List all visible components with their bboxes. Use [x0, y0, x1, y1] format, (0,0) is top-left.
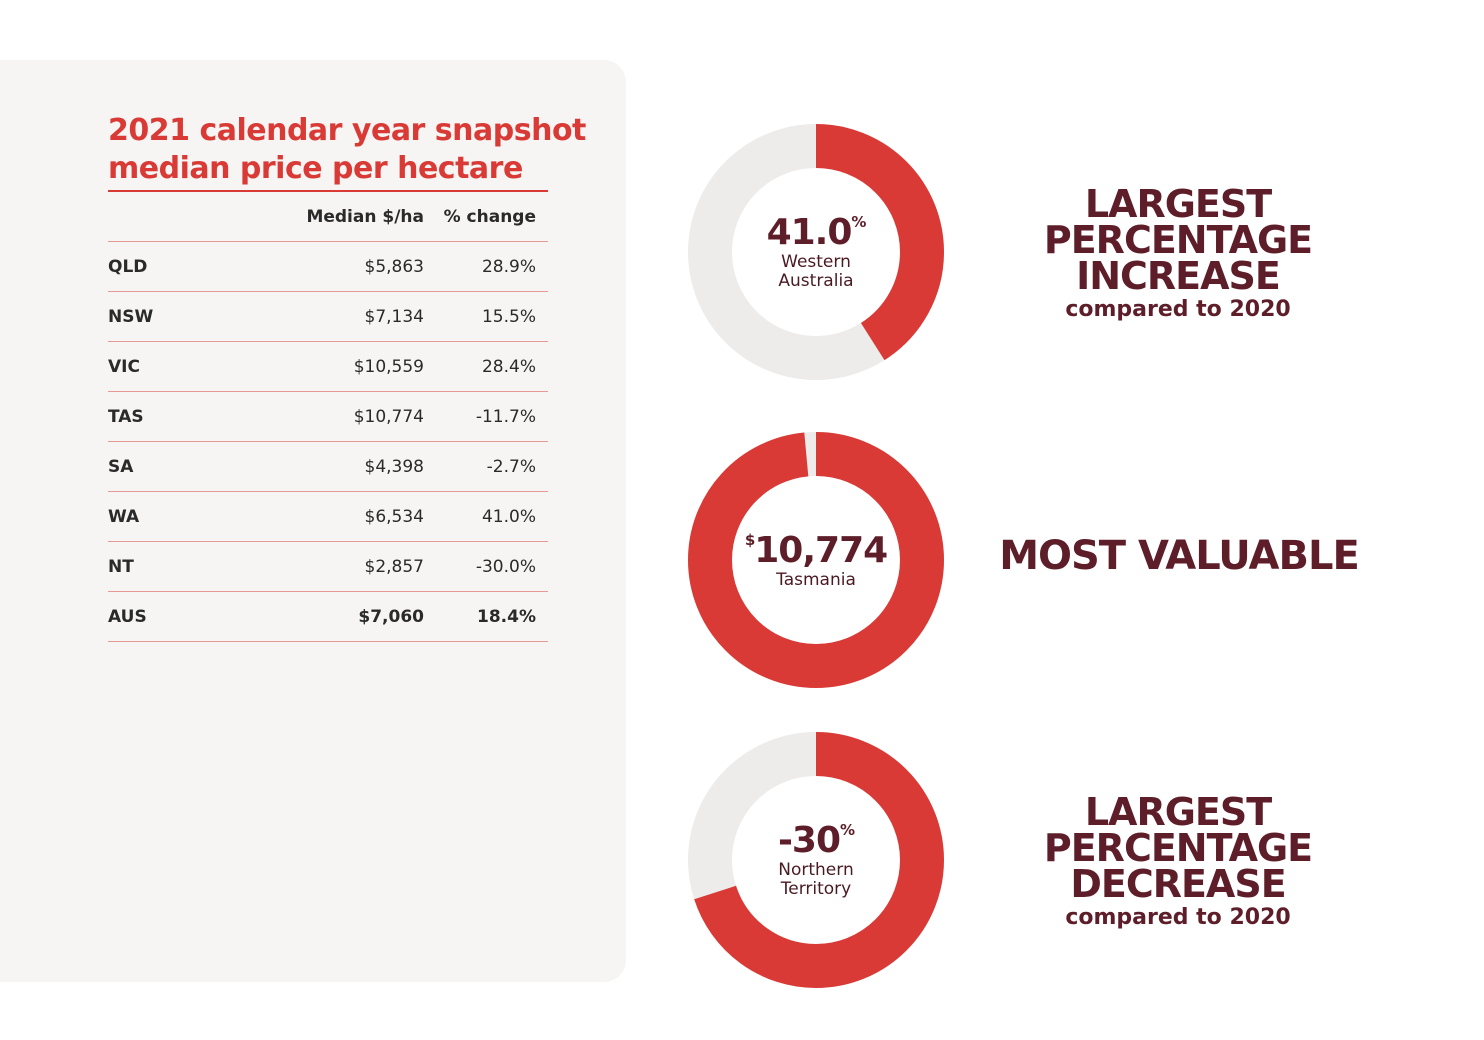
headline-decrease-line1: LARGEST [1084, 790, 1272, 834]
table-row: NT $2,857 -30.0% [108, 542, 548, 592]
donut-nt-suffix: % [840, 821, 855, 839]
headline-decrease-subtext: compared to 2020 [1065, 905, 1291, 930]
cell-state: VIC [108, 356, 140, 377]
headline-increase: LARGEST PERCENTAGE INCREASE compared to … [1000, 182, 1356, 324]
col-header-change: % change [443, 206, 536, 227]
cell-median: $10,774 [353, 406, 424, 427]
table-header-row: Median $/ha % change [108, 192, 548, 242]
table-row: NSW $7,134 15.5% [108, 292, 548, 342]
table-title: 2021 calendar year snapshot median price… [108, 112, 586, 188]
headline-decrease-line3: DECREASE [1070, 862, 1286, 906]
cell-change: -30.0% [475, 556, 536, 577]
donut-wa-arc [688, 124, 944, 380]
headline-decrease: LARGEST PERCENTAGE DECREASE compared to … [1000, 790, 1356, 932]
cell-median: $2,857 [364, 556, 424, 577]
cell-state: QLD [108, 256, 148, 277]
donut-tas-label: Tasmania [776, 569, 856, 590]
headline-valuable-text: MOST VALUABLE [999, 533, 1360, 579]
donut-nt: -30% Northern Territory [686, 730, 946, 990]
col-header-state [108, 192, 258, 242]
donut-tas-number: 10,774 [754, 529, 888, 571]
donut-tas-center: $10,774 Tasmania [686, 430, 946, 690]
donut-tas-chart [688, 432, 944, 688]
title-divider [108, 190, 548, 192]
cell-change: 15.5% [481, 306, 536, 327]
price-table: Median $/ha % change QLD $5,863 28.9% NS… [108, 192, 548, 642]
donut-wa: 41.0% Western Australia [686, 122, 946, 382]
headline-valuable: MOST VALUABLE [994, 533, 1364, 579]
headline-decrease-line2: PERCENTAGE [1043, 826, 1313, 870]
donut-tas: $10,774 Tasmania [686, 430, 946, 690]
table-row: VIC $10,559 28.4% [108, 342, 548, 392]
donut-wa-suffix: % [851, 213, 866, 231]
cell-state: SA [108, 456, 134, 477]
table-row-total: AUS $7,060 18.4% [108, 592, 548, 642]
table-title-line1: 2021 calendar year snapshot [108, 113, 586, 148]
table-row: SA $4,398 -2.7% [108, 442, 548, 492]
table-row: TAS $10,774 -11.7% [108, 392, 548, 442]
cell-median: $5,863 [364, 256, 424, 277]
cell-state: AUS [108, 606, 147, 627]
headline-increase-line2: PERCENTAGE [1043, 218, 1313, 262]
cell-change: 28.9% [481, 256, 536, 277]
donut-wa-center: 41.0% Western Australia [686, 122, 946, 382]
headline-increase-subtext: compared to 2020 [1065, 297, 1291, 322]
cell-state: TAS [108, 406, 144, 427]
cell-change: 18.4% [477, 606, 536, 627]
table-title-line2: median price per hectare [108, 151, 523, 186]
cell-median: $10,559 [353, 356, 424, 377]
donut-nt-chart [688, 732, 944, 988]
donut-nt-value: -30% [777, 820, 855, 861]
cell-median: $6,534 [364, 506, 424, 527]
donut-tas-value: $10,774 [744, 529, 888, 571]
donut-tas-arc [688, 432, 944, 688]
cell-change: 28.4% [481, 356, 536, 377]
donut-wa-chart [688, 124, 944, 380]
donut-wa-number: 41.0 [766, 212, 853, 253]
cell-state: WA [108, 506, 140, 527]
cell-median: $7,134 [364, 306, 424, 327]
donut-wa-label: Western Australia [778, 252, 854, 291]
donut-nt-number: -30 [777, 820, 841, 861]
cell-state: NT [108, 556, 134, 577]
cell-median: $4,398 [364, 456, 424, 477]
donut-wa-value: 41.0% [766, 212, 867, 253]
cell-change: -2.7% [486, 456, 536, 477]
cell-state: NSW [108, 306, 154, 327]
donut-tas-prefix: $ [744, 530, 755, 549]
headline-increase-line1: LARGEST [1084, 182, 1272, 226]
snapshot-panel [0, 60, 626, 982]
table-row: WA $6,534 41.0% [108, 492, 548, 542]
donut-nt-center: -30% Northern Territory [686, 730, 946, 990]
cell-change: 41.0% [481, 506, 536, 527]
donut-nt-arc [688, 732, 944, 988]
col-header-median: Median $/ha [306, 206, 424, 227]
cell-median: $7,060 [358, 606, 424, 627]
donut-nt-label: Northern Territory [778, 860, 854, 899]
headline-increase-line3: INCREASE [1076, 254, 1281, 298]
cell-change: -11.7% [475, 406, 536, 427]
table-row: QLD $5,863 28.9% [108, 242, 548, 292]
